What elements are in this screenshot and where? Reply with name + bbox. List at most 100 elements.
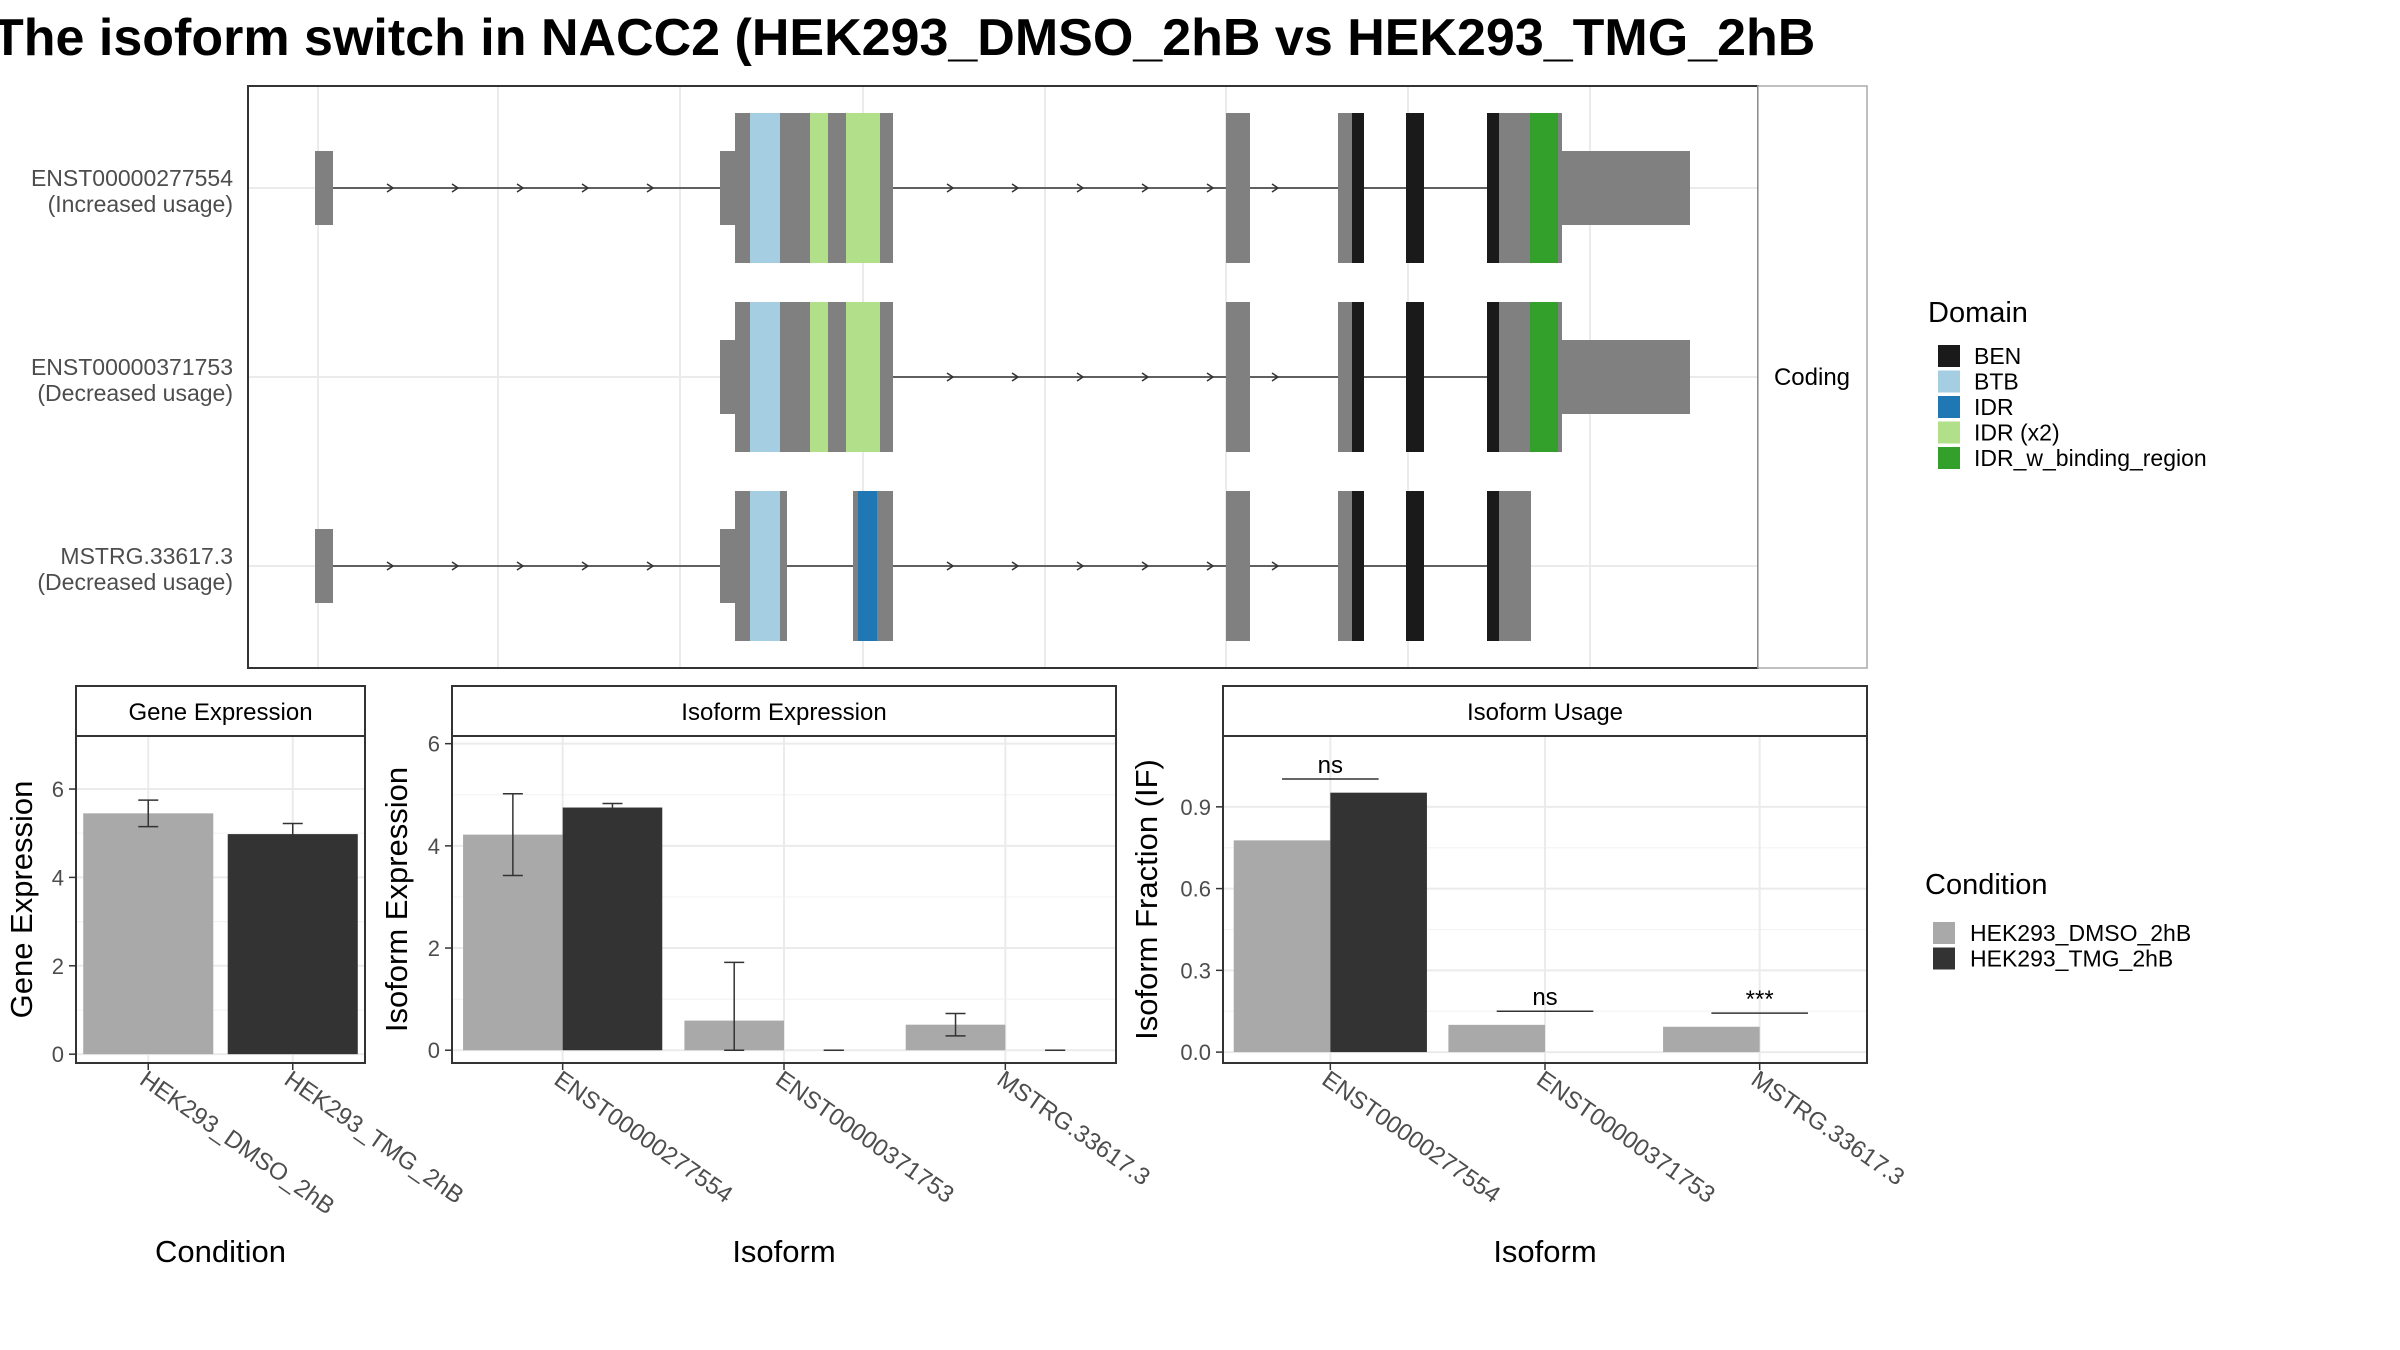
figure-title: The isoform switch in NACC2 (HEK293_DMSO… <box>0 9 1815 67</box>
exon-utr <box>1562 151 1690 225</box>
transcript-id: ENST00000277554 <box>31 165 233 191</box>
exon-coding <box>1352 302 1364 452</box>
domain-legend-label: IDR <box>1974 394 2014 420</box>
bar <box>1448 1024 1545 1053</box>
significance-label: ns <box>1532 984 1557 1011</box>
intron-arrow <box>946 183 955 193</box>
intron-arrow <box>646 183 655 193</box>
bar <box>1663 1026 1760 1053</box>
facet-label: Coding <box>1774 364 1850 391</box>
intron-arrow <box>451 561 460 571</box>
y-tick-label: 6 <box>428 732 440 757</box>
significance-label: *** <box>1746 986 1774 1013</box>
bar <box>1233 840 1331 1053</box>
x-axis-title: Isoform <box>732 1234 835 1269</box>
exon-coding <box>846 113 880 263</box>
y-tick-label: 4 <box>428 834 440 859</box>
exon-utr <box>720 340 735 414</box>
exon-coding <box>828 302 846 452</box>
y-axis-title: Isoform Expression <box>379 767 414 1032</box>
exon-coding <box>1499 302 1530 452</box>
exon-coding <box>1530 113 1558 263</box>
exon-coding <box>1226 491 1250 641</box>
intron-arrow <box>1271 561 1280 571</box>
transcript-id: MSTRG.33617.3 <box>60 543 233 569</box>
exon-coding <box>1487 491 1499 641</box>
bar <box>1330 792 1427 1053</box>
intron-arrow <box>1011 372 1020 382</box>
facet-strip <box>1757 85 1868 669</box>
exon-utr <box>315 529 333 603</box>
exon-coding <box>1406 302 1424 452</box>
domain-legend-swatch <box>1938 447 1960 469</box>
exon-coding <box>780 302 810 452</box>
domain-legend-swatch <box>1938 421 1960 444</box>
exon-coding <box>1338 113 1352 263</box>
chart-title: Gene Expression <box>128 699 312 726</box>
intron-arrow <box>1076 561 1085 571</box>
condition-legend-swatch <box>1933 922 1955 944</box>
domain-legend-swatch <box>1938 345 1960 367</box>
exon-coding <box>1406 491 1424 641</box>
strip <box>75 685 366 737</box>
intron-arrow <box>1141 183 1150 193</box>
exon-coding <box>1487 302 1499 452</box>
isoform-expression-chart: Isoform Expression 0 2 4 6 ENST00000277554 ENS… <box>379 685 1155 1269</box>
exon-coding <box>735 491 750 641</box>
bar <box>83 813 214 1055</box>
intron-arrow <box>1011 183 1020 193</box>
exon-coding <box>735 302 750 452</box>
exon-coding <box>750 491 780 641</box>
y-tick-label: 6 <box>52 777 64 802</box>
domain-legend-swatch <box>1938 396 1960 418</box>
chart-title: Isoform Expression <box>681 699 886 726</box>
condition-legend-swatch <box>1933 947 1955 970</box>
intron-arrow <box>386 183 395 193</box>
chart-title: Isoform Usage <box>1467 699 1623 726</box>
condition-legend-title: Condition <box>1925 869 2048 901</box>
exon-coding <box>880 113 893 263</box>
x-axis-title: Condition <box>155 1234 286 1269</box>
y-tick-label: 0.6 <box>1180 877 1211 902</box>
x-tick-label: ENST00000371753 <box>771 1066 959 1209</box>
exon-coding <box>828 113 846 263</box>
intron-arrow <box>386 561 395 571</box>
intron-arrow <box>946 561 955 571</box>
transcript-usage: (Decreased usage) <box>37 569 233 595</box>
exon-coding <box>877 491 893 641</box>
x-tick-label: ENST00000277554 <box>1317 1066 1505 1209</box>
exon-utr <box>1562 340 1690 414</box>
exon-utr <box>720 151 735 225</box>
y-tick-label: 2 <box>428 936 440 961</box>
intron-arrow <box>1076 372 1085 382</box>
y-tick-label: 4 <box>52 865 64 890</box>
intron-arrow <box>451 183 460 193</box>
y-tick-label: 0.0 <box>1180 1040 1211 1065</box>
exon-coding <box>1338 491 1352 641</box>
exon-coding <box>1352 491 1364 641</box>
exon-coding <box>1530 302 1558 452</box>
y-axis-title: Gene Expression <box>4 781 39 1019</box>
domain-legend-label: BEN <box>1974 343 2021 369</box>
y-tick-label: 2 <box>52 954 64 979</box>
transcript-usage: (Decreased usage) <box>37 380 233 406</box>
exon-utr <box>720 529 735 603</box>
y-tick-label: 0 <box>428 1038 440 1063</box>
intron-arrow <box>946 372 955 382</box>
exon-coding <box>1352 113 1364 263</box>
intron-arrow <box>516 183 525 193</box>
strip <box>451 685 1117 737</box>
domain-legend-label: IDR_w_binding_region <box>1974 445 2207 471</box>
condition-legend-label: HEK293_DMSO_2hB <box>1970 920 2191 946</box>
y-tick-label: 0.3 <box>1180 958 1211 983</box>
domain-legend-label: BTB <box>1974 369 2019 395</box>
intron-arrow <box>1141 372 1150 382</box>
intron-arrow <box>581 561 590 571</box>
exon-coding <box>853 491 858 641</box>
exon-coding <box>1499 113 1530 263</box>
exon-coding <box>1406 113 1424 263</box>
exon-coding <box>810 302 828 452</box>
exon-utr <box>315 151 333 225</box>
y-tick-label: 0 <box>52 1042 64 1067</box>
